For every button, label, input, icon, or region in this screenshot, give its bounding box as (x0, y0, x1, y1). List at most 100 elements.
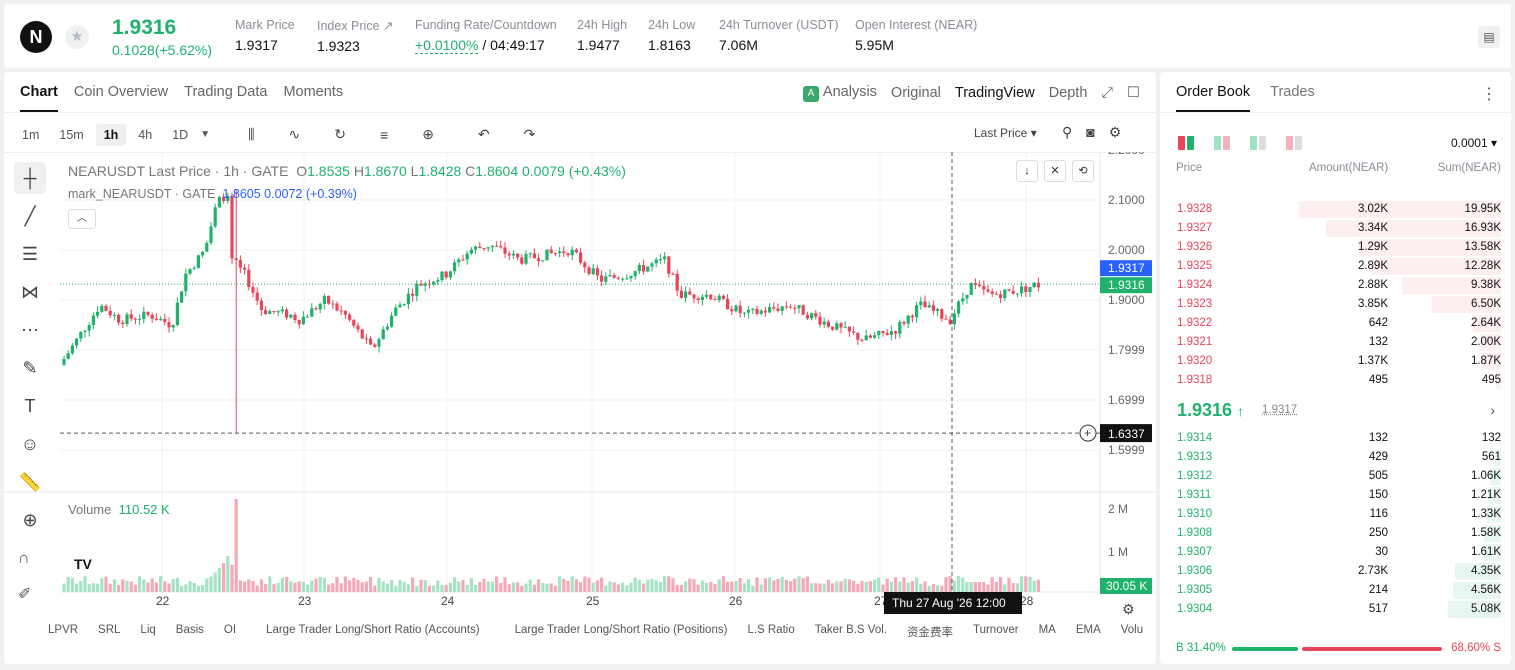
stat-index-price[interactable]: Index Price ↗ 1.9323 (317, 19, 394, 54)
candle-body (877, 330, 881, 336)
bid-row[interactable]: 1.9312 505 1.06K (1160, 467, 1511, 486)
stat-24h-turnover: 24h Turnover (USDT) 7.06M (719, 18, 839, 53)
indicator-srl[interactable]: SRL (98, 624, 121, 636)
reset-icon[interactable]: ⟲ (1072, 160, 1094, 182)
tab-tradingview[interactable]: TradingView (954, 85, 1035, 101)
collapse-legend-button[interactable]: ︿ (68, 209, 96, 229)
tab-trading-data[interactable]: Trading Data (184, 84, 268, 100)
brush-icon[interactable]: ✎ (22, 358, 38, 378)
bid-row[interactable]: 1.9308 250 1.58K (1160, 524, 1511, 543)
order-sum: 495 (1481, 374, 1501, 386)
ask-row[interactable]: 1.9324 2.88K 9.38K (1160, 276, 1511, 295)
pattern-icon[interactable]: ⋈ (21, 282, 39, 302)
indicator-ema[interactable]: EMA (1075, 624, 1101, 636)
horizontal-lines-icon[interactable]: ☰ (21, 244, 39, 264)
more-menu-icon[interactable]: ⋮ (1481, 86, 1497, 103)
ask-row[interactable]: 1.9320 1.37K 1.87K (1160, 352, 1511, 371)
candle-body (222, 196, 226, 202)
indicator-ma[interactable]: MA (1038, 624, 1056, 636)
price-type-select[interactable]: Last Price ▾ (974, 126, 1037, 140)
interval-15m[interactable]: 15m (59, 127, 84, 142)
indicator-ltlsr-positions[interactable]: Large Trader Long/Short Ratio (Positions… (514, 624, 728, 636)
expand-icon[interactable]: ⤢ (1101, 85, 1113, 101)
pencil-lock-icon[interactable]: ✐ (18, 586, 32, 603)
indicator-lpvr[interactable]: LPVR (48, 624, 79, 636)
settings-gear-icon[interactable]: ⚙ (1108, 124, 1122, 140)
view-split-icon[interactable] (1214, 136, 1230, 150)
bid-row[interactable]: 1.9307 30 1.61K (1160, 543, 1511, 562)
indicator-basis[interactable]: Basis (175, 624, 204, 636)
tab-moments[interactable]: Moments (283, 84, 344, 100)
candle-type-icon[interactable]: ⫼ (248, 126, 255, 142)
template-icon[interactable]: ≡ (380, 126, 389, 143)
indicator-ls-ratio[interactable]: L.S Ratio (747, 624, 795, 636)
fib-icon[interactable]: ⋯ (21, 320, 39, 340)
ruler-icon[interactable]: 📏 (18, 472, 42, 492)
interval-4h[interactable]: 4h (138, 127, 153, 142)
chevron-right-icon[interactable]: › (1490, 402, 1495, 418)
trendline-icon[interactable]: ╱ (24, 206, 36, 226)
ask-row[interactable]: 1.9328 3.02K 19.95K (1160, 200, 1511, 219)
indicators-icon[interactable]: ∿ (288, 126, 301, 142)
indicator-ltlsr-accounts[interactable]: Large Trader Long/Short Ratio (Accounts) (266, 624, 480, 636)
ask-row[interactable]: 1.9318 495 495 (1160, 371, 1511, 390)
ask-row[interactable]: 1.9325 2.89K 12.28K (1160, 257, 1511, 276)
view-bids-icon[interactable] (1250, 136, 1266, 150)
indicator-oi[interactable]: OI (223, 624, 237, 636)
tab-trades[interactable]: Trades (1270, 84, 1315, 100)
ask-row[interactable]: 1.9327 3.34K 16.93K (1160, 219, 1511, 238)
bid-row[interactable]: 1.9313 429 561 (1160, 448, 1511, 467)
interval-1h[interactable]: 1h (95, 123, 127, 146)
indicator-volume[interactable]: Volu (1120, 624, 1144, 636)
bid-row[interactable]: 1.9304 517 5.08K (1160, 600, 1511, 619)
ask-row[interactable]: 1.9326 1.29K 13.58K (1160, 238, 1511, 257)
bid-row[interactable]: 1.9311 150 1.21K (1160, 486, 1511, 505)
ask-row[interactable]: 1.9323 3.85K 6.50K (1160, 295, 1511, 314)
tab-original[interactable]: Original (890, 85, 941, 101)
candle-body (339, 310, 343, 312)
tab-chart[interactable]: Chart (20, 84, 58, 112)
svg-text:+: + (1084, 426, 1091, 440)
undo-icon[interactable]: ↶ (477, 126, 490, 142)
interval-1m[interactable]: 1m (22, 127, 40, 142)
tab-depth[interactable]: Depth (1048, 85, 1088, 101)
bid-row[interactable]: 1.9305 214 4.56K (1160, 581, 1511, 600)
bid-row[interactable]: 1.9314 132 132 (1160, 429, 1511, 448)
interval-dropdown-icon[interactable]: ▼ (200, 129, 211, 140)
tab-order-book[interactable]: Order Book (1176, 84, 1251, 112)
notes-icon[interactable]: ▤ (1478, 26, 1500, 48)
price-chart[interactable]: 2.2000 2.1000 2.0000 1.9000 1.7999 1.6999 1.59… (4, 152, 1156, 622)
scroll-down-icon[interactable]: ↓ (1016, 160, 1038, 182)
indicator-taker-bs[interactable]: Taker B.S Vol. (814, 624, 887, 636)
stat-funding-rate[interactable]: Funding Rate/Countdown +0.0100% / 04:49:1… (415, 18, 557, 54)
indicator-funding-rate[interactable]: 资金费率 (906, 627, 953, 639)
view-asks-icon[interactable] (1286, 136, 1302, 150)
depth-bar (1473, 315, 1501, 332)
zoom-icon[interactable]: ⊕ (22, 510, 38, 530)
camera-icon[interactable]: ◙ (1086, 124, 1095, 140)
analysis-button[interactable]: A Analysis (802, 84, 877, 102)
indicator-liq[interactable]: Liq (140, 624, 156, 636)
replay-icon[interactable]: ↻ (334, 126, 347, 142)
ask-row[interactable]: 1.9321 132 2.00K (1160, 333, 1511, 352)
bottom-left-tools: ∩ ✐ (18, 550, 31, 604)
precision-select[interactable]: 0.0001 ▾ (1450, 136, 1497, 150)
indicator-turnover[interactable]: Turnover (972, 624, 1019, 636)
bid-row[interactable]: 1.9306 2.73K 4.35K (1160, 562, 1511, 581)
order-sum: 12.28K (1464, 260, 1501, 272)
view-both-icon[interactable] (1178, 136, 1194, 150)
tab-coin-overview[interactable]: Coin Overview (73, 84, 169, 100)
favorite-star-icon[interactable]: ★ (65, 25, 89, 49)
search-icon[interactable]: ⚲ (1062, 124, 1073, 140)
interval-1d[interactable]: 1D (172, 127, 189, 142)
redo-icon[interactable]: ↷ (523, 126, 536, 142)
bid-row[interactable]: 1.9310 116 1.33K (1160, 505, 1511, 524)
magnet-icon[interactable]: ∩ (18, 550, 30, 567)
window-icon[interactable]: ☐ (1127, 85, 1140, 101)
emoji-icon[interactable]: ☺ (20, 434, 40, 454)
ask-row[interactable]: 1.9322 642 2.64K (1160, 314, 1511, 333)
text-icon[interactable]: T (24, 396, 36, 416)
fullscreen-icon[interactable]: ✕ (1044, 160, 1066, 182)
add-indicator-icon[interactable]: ⊕ (422, 126, 434, 142)
crosshair-icon[interactable]: ┼ (14, 162, 46, 194)
